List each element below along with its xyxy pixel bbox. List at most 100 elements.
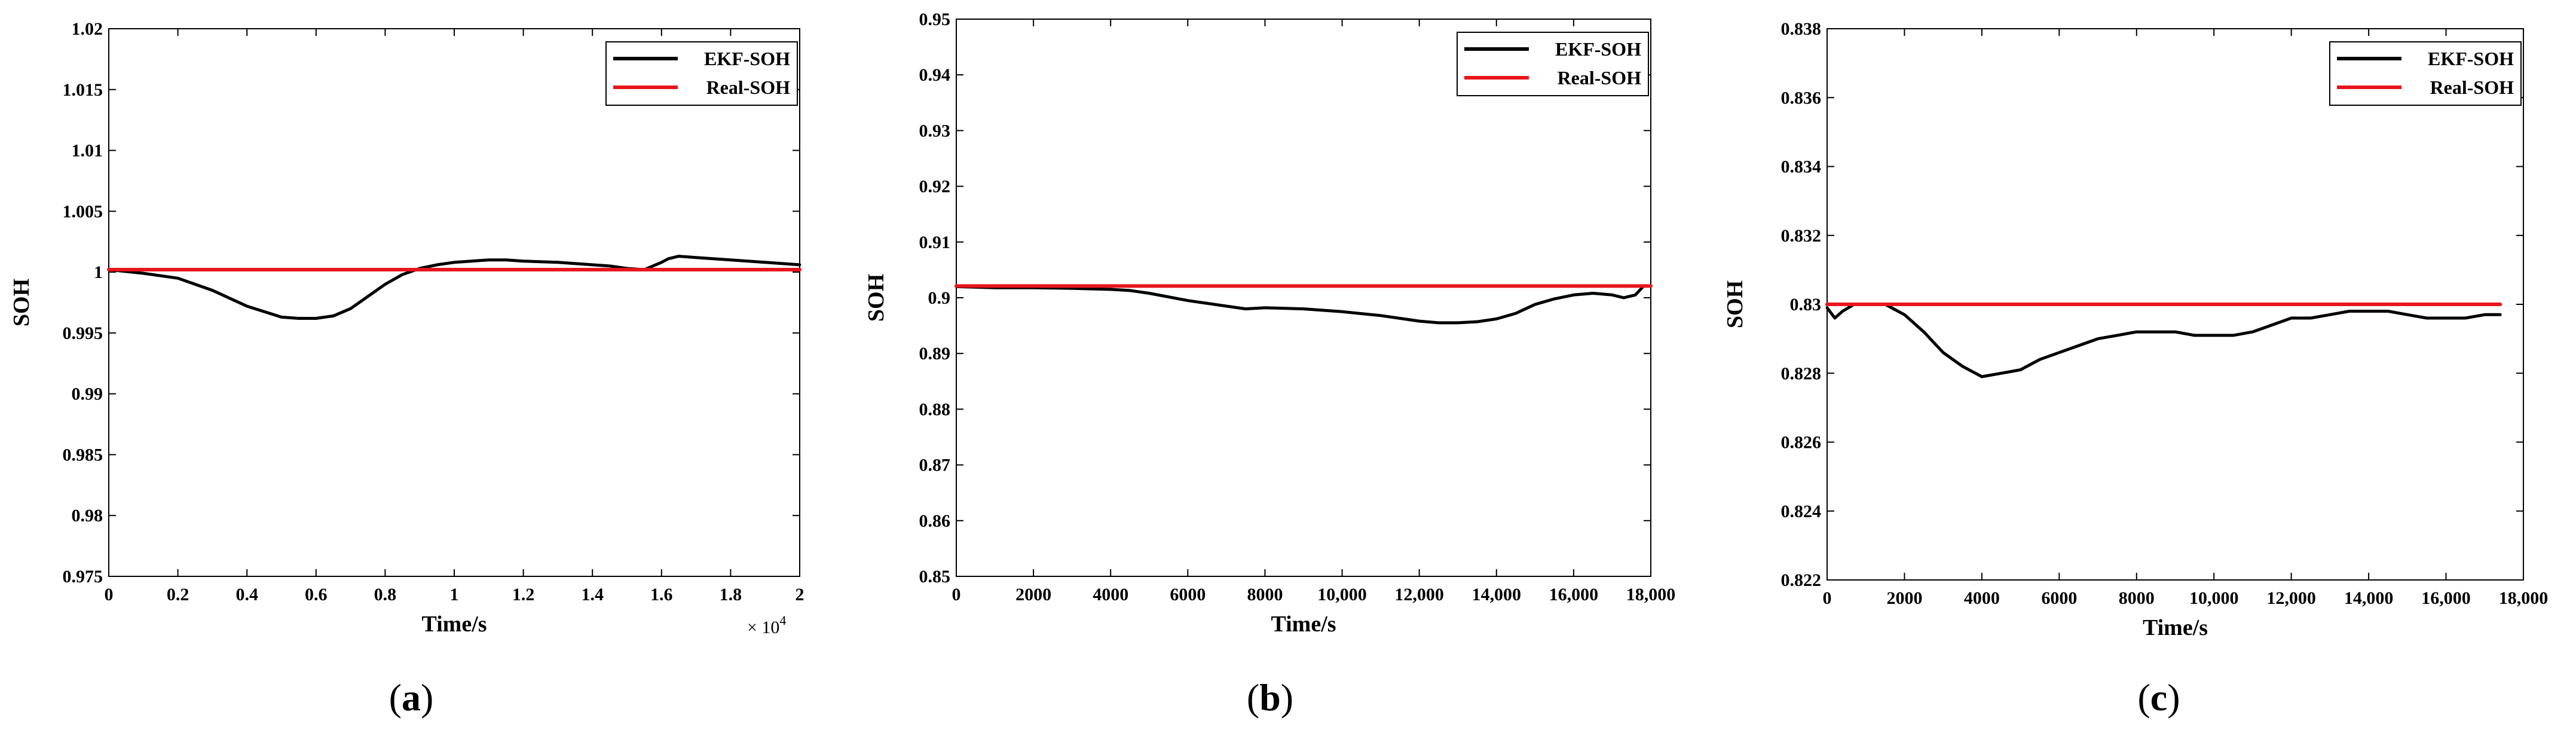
x-tick-label: 1.8 [720, 585, 742, 604]
y-tick-label: 0.83 [1790, 295, 1822, 314]
x-tick-label: 0.8 [374, 585, 397, 604]
y-tick-label: 1.015 [63, 80, 103, 100]
y-tick-label: 0.834 [1781, 157, 1822, 177]
panel-caption: (c) [2137, 676, 2180, 719]
y-tick-label: 0.95 [919, 10, 951, 29]
x-tick-label: 1.2 [512, 585, 535, 604]
y-tick-label: 0.93 [919, 121, 951, 141]
x-axis-multiplier: × 104 [747, 613, 786, 637]
y-tick-label: 1 [94, 262, 103, 282]
y-tick-label: 0.824 [1781, 502, 1822, 521]
x-axis-multiplier-base: × 10 [747, 618, 779, 637]
x-tick-label: 4000 [1093, 585, 1128, 604]
y-tick-label: 1.005 [63, 201, 103, 221]
y-tick-label: 0.9 [928, 288, 951, 308]
x-tick-label: 14,000 [1472, 585, 1522, 604]
y-tick-label: 0.88 [919, 399, 951, 419]
y-tick-label: 0.94 [919, 65, 951, 85]
y-tick-label: 0.92 [919, 177, 951, 197]
x-tick-label: 12,000 [1394, 585, 1444, 604]
y-tick-label: 0.828 [1781, 364, 1822, 383]
x-tick-label: 0 [105, 585, 114, 604]
y-tick-label: 0.985 [63, 445, 103, 465]
x-tick-label: 18,000 [2499, 588, 2549, 608]
y-tick-label: 0.975 [63, 567, 103, 587]
panel-caption-letter: a [402, 676, 421, 719]
x-tick-label: 1.6 [650, 585, 673, 604]
x-tick-label: 0.4 [235, 585, 258, 604]
y-tick-label: 0.89 [919, 344, 951, 364]
series-line-ekf-soh [954, 285, 1645, 325]
x-tick-label: 10,000 [2189, 588, 2239, 608]
x-tick-label: 12,000 [2266, 588, 2316, 608]
y-tick-label: 0.98 [72, 506, 103, 526]
legend-label-ekf-soh: EKF-SOH [704, 48, 790, 69]
x-tick-label: 0.6 [305, 585, 328, 604]
y-tick-label: 0.91 [919, 233, 951, 252]
panel-caption-letter: b [1259, 676, 1281, 719]
panel-caption-close: ) [2167, 676, 2180, 719]
panel-caption-close: ) [1281, 676, 1293, 719]
panel-caption-open: ( [1247, 676, 1259, 719]
panel-a: 0 0.2 0.4 0.6 0.8 1 1.2 1.4 1.6 1.8 2 0.975 0.98 0.98… [9, 19, 804, 719]
x-tick-label: 16,000 [2421, 588, 2471, 608]
x-tick-label: 4000 [1964, 588, 2000, 608]
panel-caption-open: ( [2137, 676, 2150, 719]
y-tick-label: 0.995 [63, 323, 103, 343]
y-tick-label: 0.826 [1781, 433, 1822, 453]
x-tick-label: 2 [796, 585, 804, 604]
y-axis-label: SOH [9, 279, 34, 326]
x-tick-label: 0 [952, 585, 961, 604]
y-tick-label: 1.02 [72, 19, 103, 39]
y-tick-label: 0.85 [919, 567, 951, 587]
panel-b: 0 2000 4000 6000 8000 10,000 12,000 14,000 16,00… [864, 10, 1675, 719]
panel-caption-letter: c [2150, 676, 2167, 719]
x-tick-label: 16,000 [1549, 585, 1599, 604]
x-tick-label: 0.2 [167, 585, 189, 604]
x-tick-label: 8000 [1247, 585, 1283, 604]
y-tick-label: 0.822 [1781, 570, 1822, 590]
panel-c: 0 2000 4000 6000 8000 10,000 12,000 14,000 16,00… [1723, 19, 2548, 719]
legend-label-ekf-soh: EKF-SOH [1555, 38, 1641, 60]
y-axis-label: SOH [1723, 280, 1748, 328]
x-axis-multiplier-exponent: 4 [779, 613, 786, 628]
y-tick-label: 0.99 [72, 384, 103, 404]
panel-caption: (b) [1247, 676, 1293, 719]
x-tick-label: 8000 [2119, 588, 2155, 608]
legend-box [605, 41, 798, 106]
panel-caption: (a) [389, 676, 434, 719]
y-axis-label: SOH [864, 274, 889, 322]
series-line-ekf-soh [107, 255, 801, 320]
legend-label-real-soh: Real-SOH [706, 77, 791, 98]
x-tick-label: 6000 [2041, 588, 2077, 608]
series-line-ekf-soh [1825, 303, 2502, 378]
x-axis-label: Time/s [421, 612, 487, 637]
legend-label-ekf-soh: EKF-SOH [2428, 48, 2514, 69]
x-tick-label: 0 [1823, 588, 1832, 608]
x-tick-label: 18,000 [1626, 585, 1676, 604]
x-tick-label: 14,000 [2344, 588, 2394, 608]
x-tick-label: 2000 [1015, 585, 1051, 604]
y-tick-label: 0.832 [1781, 226, 1822, 246]
y-tick-label: 0.838 [1781, 19, 1822, 39]
x-tick-label: 1.4 [581, 585, 604, 604]
panel-caption-close: ) [421, 676, 433, 719]
plot-frame [956, 19, 1651, 577]
legend-label-real-soh: Real-SOH [2430, 77, 2514, 98]
panel-caption-open: ( [389, 676, 402, 719]
legend-label-real-soh: Real-SOH [1558, 67, 1642, 88]
y-tick-label: 0.87 [919, 456, 951, 475]
y-tick-label: 0.86 [919, 511, 951, 531]
legend-box [1457, 32, 1649, 96]
x-tick-label: 2000 [1886, 588, 1922, 608]
x-axis-label: Time/s [2143, 615, 2208, 640]
x-tick-label: 10,000 [1317, 585, 1367, 604]
y-tick-label: 0.836 [1781, 88, 1822, 108]
x-axis-label: Time/s [1271, 612, 1336, 637]
x-tick-label: 1 [450, 585, 459, 604]
y-tick-label: 1.01 [72, 141, 103, 161]
x-tick-label: 6000 [1170, 585, 1206, 604]
legend-box [2329, 41, 2522, 106]
plot-frame [108, 28, 800, 577]
